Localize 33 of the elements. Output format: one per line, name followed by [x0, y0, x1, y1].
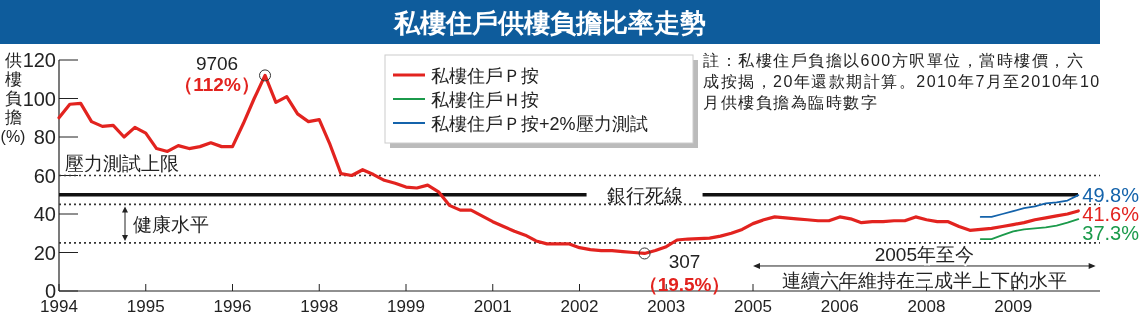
- legend-label: 私樓住戶Ｐ按: [431, 66, 539, 86]
- y-tick-label: 20: [33, 241, 56, 264]
- y-tick-label: 120: [22, 49, 56, 71]
- chart-title: 私樓住戶供樓負擔比率走勢: [393, 8, 706, 38]
- legend-label: 私樓住戶Ｈ按: [431, 90, 539, 110]
- annotation: 2005年至今: [874, 243, 974, 265]
- y-tick-label: 40: [33, 203, 56, 225]
- y-tick-label: 60: [33, 164, 56, 187]
- annotation: 健康水平: [133, 213, 209, 235]
- annotation: 9706: [195, 53, 239, 75]
- x-tick-label: 2008: [907, 297, 946, 316]
- annotation: 307: [668, 251, 701, 273]
- x-tick-label: 1998: [300, 297, 339, 316]
- y-tick-label: 80: [33, 126, 56, 148]
- x-tick-label: 2009: [994, 297, 1033, 316]
- x-tick-label: 2006: [820, 297, 859, 316]
- x-tick-label: 2001: [473, 297, 512, 316]
- ref-line-label: 銀行死線: [606, 184, 683, 206]
- x-tick-label: 1996: [213, 297, 252, 316]
- annotation: 連續六年維持在三成半上下的水平: [781, 269, 1067, 291]
- legend-label: 私樓住戶Ｐ按+2%壓力測試: [431, 114, 648, 134]
- annotation: 註：私樓住戶負擔以600方呎單位，當時樓價，六成按揭，20年還款期計算。2010年7月至2010年10月供樓負擔為臨時數字: [703, 51, 1101, 113]
- ref-line-label: 壓力測試上限: [65, 152, 179, 174]
- x-tick-label: 2005: [734, 297, 772, 316]
- annotation: （112%）: [174, 74, 260, 96]
- span-note: 健康水平: [122, 206, 209, 241]
- x-tick-label: 1995: [126, 297, 165, 316]
- x-tick-label: 2003: [647, 297, 686, 316]
- y-tick-label: 100: [22, 87, 56, 110]
- annotation: （19.5%）: [638, 274, 731, 296]
- x-tick-label: 1994: [40, 297, 78, 316]
- x-tick-label: 1999: [387, 297, 425, 316]
- x-tick-label: 2002: [560, 297, 599, 316]
